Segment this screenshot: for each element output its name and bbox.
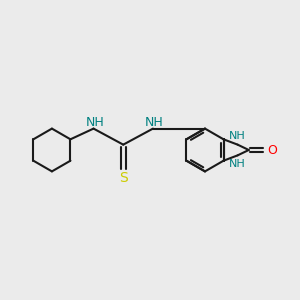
- Text: O: O: [268, 143, 278, 157]
- Text: NH: NH: [229, 131, 246, 141]
- Text: NH: NH: [145, 116, 164, 129]
- Text: S: S: [119, 171, 128, 185]
- Text: NH: NH: [229, 159, 246, 169]
- Text: NH: NH: [85, 116, 104, 129]
